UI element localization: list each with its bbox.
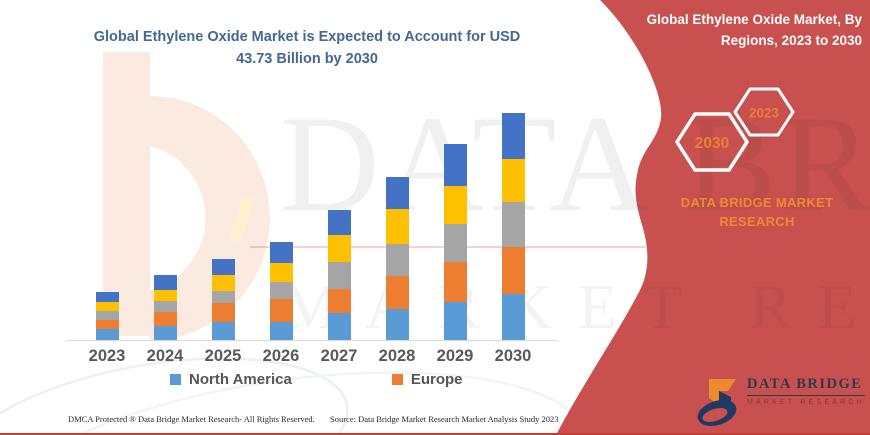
ribbon-heading: Global Ethylene Oxide Market, By Regions… [646, 12, 862, 48]
bar-segment-unlabeled-darkblue-region [385, 177, 409, 209]
watermark-b-bowl [150, 96, 270, 340]
bar-2030 [501, 112, 525, 340]
databridge-logo-text: DATA BRIDGE MARKET RESEARCH [747, 376, 865, 406]
bar-chart-plot [68, 100, 554, 340]
bar-segment-unlabeled-gray-region [327, 262, 351, 289]
bar-segment-unlabeled-gray-region [95, 310, 119, 321]
bar-segment-North America [385, 309, 409, 340]
bar-segment-unlabeled-darkblue-region [443, 143, 467, 186]
bar-segment-unlabeled-darkblue-region [269, 242, 293, 264]
x-axis-label-2028: 2028 [378, 347, 416, 365]
bar-segment-North America [269, 321, 293, 340]
databridge-logo-icon [697, 379, 737, 426]
logo-name: DATA BRIDGE [747, 376, 865, 396]
bar-segment-unlabeled-yellow-region [95, 301, 119, 311]
legend-item-north-america: North America [170, 371, 292, 388]
source-note: Source: Data Bridge Market Research Mark… [330, 414, 559, 424]
bar-segment-unlabeled-yellow-region [501, 159, 525, 202]
bar-segment-Europe [211, 303, 235, 322]
watermark-b-stem [103, 52, 150, 336]
bar-2029 [443, 143, 467, 340]
bar-segment-North America [327, 312, 351, 340]
x-axis-labels: 2023 2024 2025 2026 2027 2028 2029 2030 [68, 347, 554, 371]
bar-segment-Europe [153, 311, 177, 326]
chart-title: Global Ethylene Oxide Market is Expected… [93, 29, 521, 67]
bar-2027 [327, 209, 351, 340]
bar-segment-unlabeled-darkblue-region [153, 275, 177, 290]
bar-2025 [211, 258, 235, 340]
bar-segment-Europe [269, 299, 293, 322]
bar-segment-North America [501, 294, 525, 340]
legend-label: Europe [410, 371, 463, 388]
bar-2023 [95, 291, 119, 340]
bar-segment-unlabeled-yellow-region [443, 185, 467, 224]
legend-swatch [170, 374, 181, 385]
x-axis-label-2029: 2029 [436, 347, 474, 365]
hexagon-2023-label: 2023 [749, 106, 780, 121]
bar-segment-unlabeled-darkblue-region [95, 291, 119, 302]
bar-segment-unlabeled-darkblue-region [501, 112, 525, 160]
bar-segment-North America [153, 325, 177, 340]
x-axis-label-2024: 2024 [146, 347, 184, 365]
bar-segment-Europe [95, 320, 119, 330]
bar-segment-unlabeled-gray-region [211, 290, 235, 304]
bar-segment-unlabeled-darkblue-region [327, 209, 351, 236]
hexagon-2030-label: 2030 [695, 135, 729, 152]
databridge-logo: DATA BRIDGE MARKET RESEARCH [696, 376, 865, 428]
bar-segment-unlabeled-yellow-region [269, 263, 293, 283]
year-hexagons: 2030 2023 [675, 87, 795, 172]
bar-segment-unlabeled-darkblue-region [211, 258, 235, 275]
bar-segment-unlabeled-gray-region [501, 201, 525, 247]
bottom-red-rule [0, 433, 870, 435]
bar-segment-unlabeled-gray-region [385, 243, 409, 276]
bar-segment-unlabeled-yellow-region [327, 235, 351, 263]
bar-segment-North America [443, 301, 467, 340]
watermark-swoosh-arc-2 [0, 371, 589, 435]
bar-segment-Europe [327, 289, 351, 313]
bar-segment-unlabeled-yellow-region [211, 274, 235, 291]
bar-segment-unlabeled-gray-region [443, 223, 467, 263]
bar-segment-unlabeled-yellow-region [153, 289, 177, 301]
bar-segment-Europe [443, 262, 467, 302]
bar-2026 [269, 242, 293, 340]
chart-legend: North America Europe [170, 371, 463, 388]
bar-2028 [385, 177, 409, 340]
x-axis-line [66, 340, 558, 341]
watermark-swoosh-arc [0, 357, 349, 435]
bar-2024 [153, 275, 177, 340]
ribbon-brand-caption: DATA BRIDGE MARKET RESEARCH [680, 195, 834, 229]
bar-segment-Europe [385, 275, 409, 310]
watermark-yellow-tint [229, 195, 255, 243]
legend-label: North America [189, 371, 292, 388]
bar-segment-North America [95, 329, 119, 340]
bar-segment-unlabeled-yellow-region [385, 208, 409, 244]
bar-segment-North America [211, 321, 235, 340]
x-axis-label-2025: 2025 [204, 347, 242, 365]
x-axis-label-2023: 2023 [88, 347, 126, 365]
bar-segment-unlabeled-gray-region [269, 282, 293, 300]
x-axis-label-2027: 2027 [320, 347, 358, 365]
hexagon-2030-shape [675, 112, 749, 172]
bar-segment-unlabeled-gray-region [153, 300, 177, 312]
bar-segment-Europe [501, 246, 525, 294]
dmca-notice: DMCA Protected ® Data Bridge Market Rese… [68, 414, 315, 424]
logo-subtitle: MARKET RESEARCH [747, 399, 865, 406]
x-axis-label-2026: 2026 [262, 347, 300, 365]
legend-item-europe: Europe [391, 371, 463, 388]
x-axis-label-2030: 2030 [494, 347, 532, 365]
legend-swatch [391, 374, 403, 385]
hexagon-2023-shape [733, 87, 795, 137]
